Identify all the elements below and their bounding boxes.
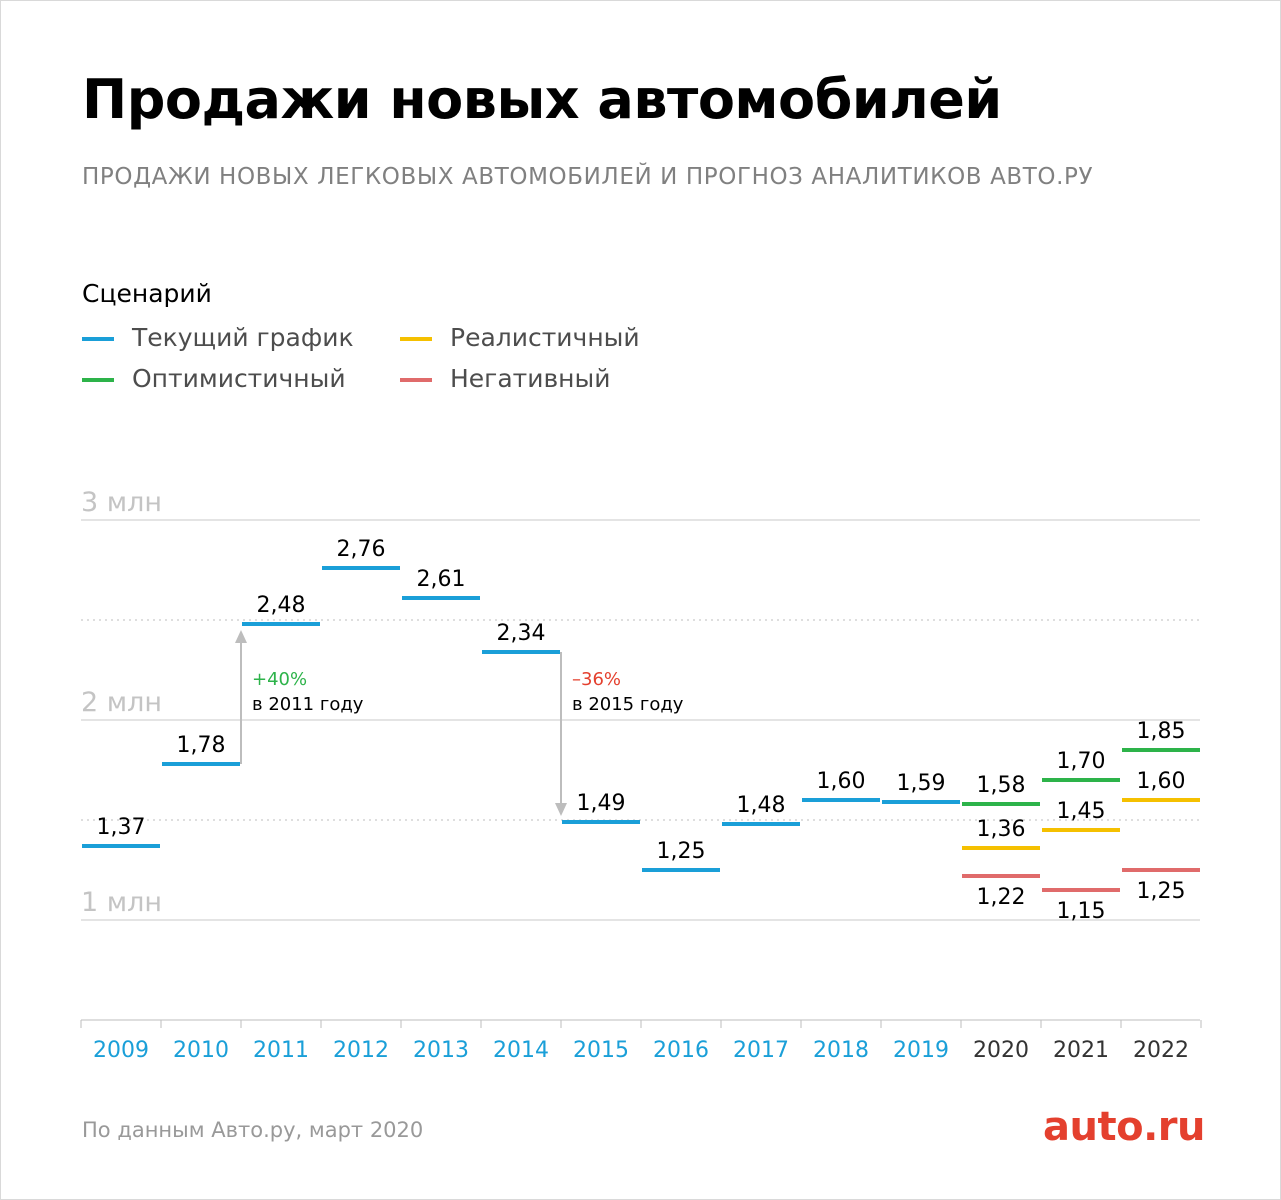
legend-swatch-current — [82, 337, 114, 341]
x-tick-label-2012: 2012 — [333, 1038, 389, 1063]
y-tick-label-3: 3 млн — [81, 487, 162, 518]
x-tick-label-2018: 2018 — [813, 1038, 869, 1063]
x-tick-label-2016: 2016 — [653, 1038, 709, 1063]
legend-label-realistic: Реалистичный — [450, 323, 640, 352]
y-tick-label-1: 1 млн — [81, 887, 162, 918]
annotation-arrowhead-0 — [235, 630, 247, 643]
source-note: По данным Авто.ру, март 2020 — [82, 1118, 424, 1142]
data-label-2-2020: 1,36 — [977, 817, 1026, 842]
data-label-0-2013: 2,61 — [417, 567, 466, 592]
x-tick-label-2017: 2017 — [733, 1038, 789, 1063]
data-label-0-2015: 1,49 — [577, 791, 626, 816]
legend-label-negative: Негативный — [450, 364, 611, 393]
legend-swatch-negative — [400, 378, 432, 382]
data-label-2-2022: 1,60 — [1137, 769, 1186, 794]
data-label-1-2022: 1,85 — [1137, 719, 1186, 744]
data-label-0-2016: 1,25 — [657, 839, 706, 864]
x-tick-label-2011: 2011 — [253, 1038, 309, 1063]
x-tick-label-2019: 2019 — [893, 1038, 949, 1063]
data-label-1-2020: 1,58 — [977, 773, 1026, 798]
legend-label-current: Текущий график — [132, 323, 354, 352]
data-label-3-2021: 1,15 — [1057, 899, 1106, 924]
annotation-text-0: в 2011 году — [252, 694, 364, 715]
legend-swatch-realistic — [400, 337, 432, 341]
data-label-3-2020: 1,22 — [977, 885, 1026, 910]
x-tick-label-2020: 2020 — [973, 1038, 1029, 1063]
data-label-0-2009: 1,37 — [97, 815, 146, 840]
legend-swatch-optimistic — [82, 378, 114, 382]
data-label-0-2019: 1,59 — [897, 771, 946, 796]
annotation-text-1: в 2015 году — [572, 694, 684, 715]
data-label-0-2014: 2,34 — [497, 621, 546, 646]
data-label-1-2021: 1,70 — [1057, 749, 1106, 774]
annotation-arrowhead-1 — [555, 803, 567, 816]
data-label-0-2010: 1,78 — [177, 733, 226, 758]
x-tick-label-2013: 2013 — [413, 1038, 469, 1063]
x-tick-label-2009: 2009 — [93, 1038, 149, 1063]
data-label-2-2021: 1,45 — [1057, 799, 1106, 824]
x-tick-label-2021: 2021 — [1053, 1038, 1109, 1063]
x-tick-label-2010: 2010 — [173, 1038, 229, 1063]
annotation-change-0: +40% — [252, 669, 307, 690]
legend-title: Сценарий — [82, 279, 212, 308]
page-subtitle: ПРОДАЖИ НОВЫХ ЛЕГКОВЫХ АВТОМОБИЛЕЙ И ПРО… — [82, 164, 1094, 190]
x-tick-label-2014: 2014 — [493, 1038, 549, 1063]
annotation-change-1: –36% — [572, 669, 621, 690]
data-label-0-2012: 2,76 — [337, 537, 386, 562]
data-label-3-2022: 1,25 — [1137, 879, 1186, 904]
data-label-0-2011: 2,48 — [257, 593, 306, 618]
auto-ru-logo: auto.ru — [1043, 1104, 1205, 1150]
data-label-0-2017: 1,48 — [737, 793, 786, 818]
data-label-0-2018: 1,60 — [817, 769, 866, 794]
legend-label-optimistic: Оптимистичный — [132, 364, 346, 393]
page-title: Продажи новых автомобилей — [82, 68, 1002, 131]
x-tick-label-2022: 2022 — [1133, 1038, 1189, 1063]
y-tick-label-2: 2 млн — [81, 687, 162, 718]
x-tick-label-2015: 2015 — [573, 1038, 629, 1063]
